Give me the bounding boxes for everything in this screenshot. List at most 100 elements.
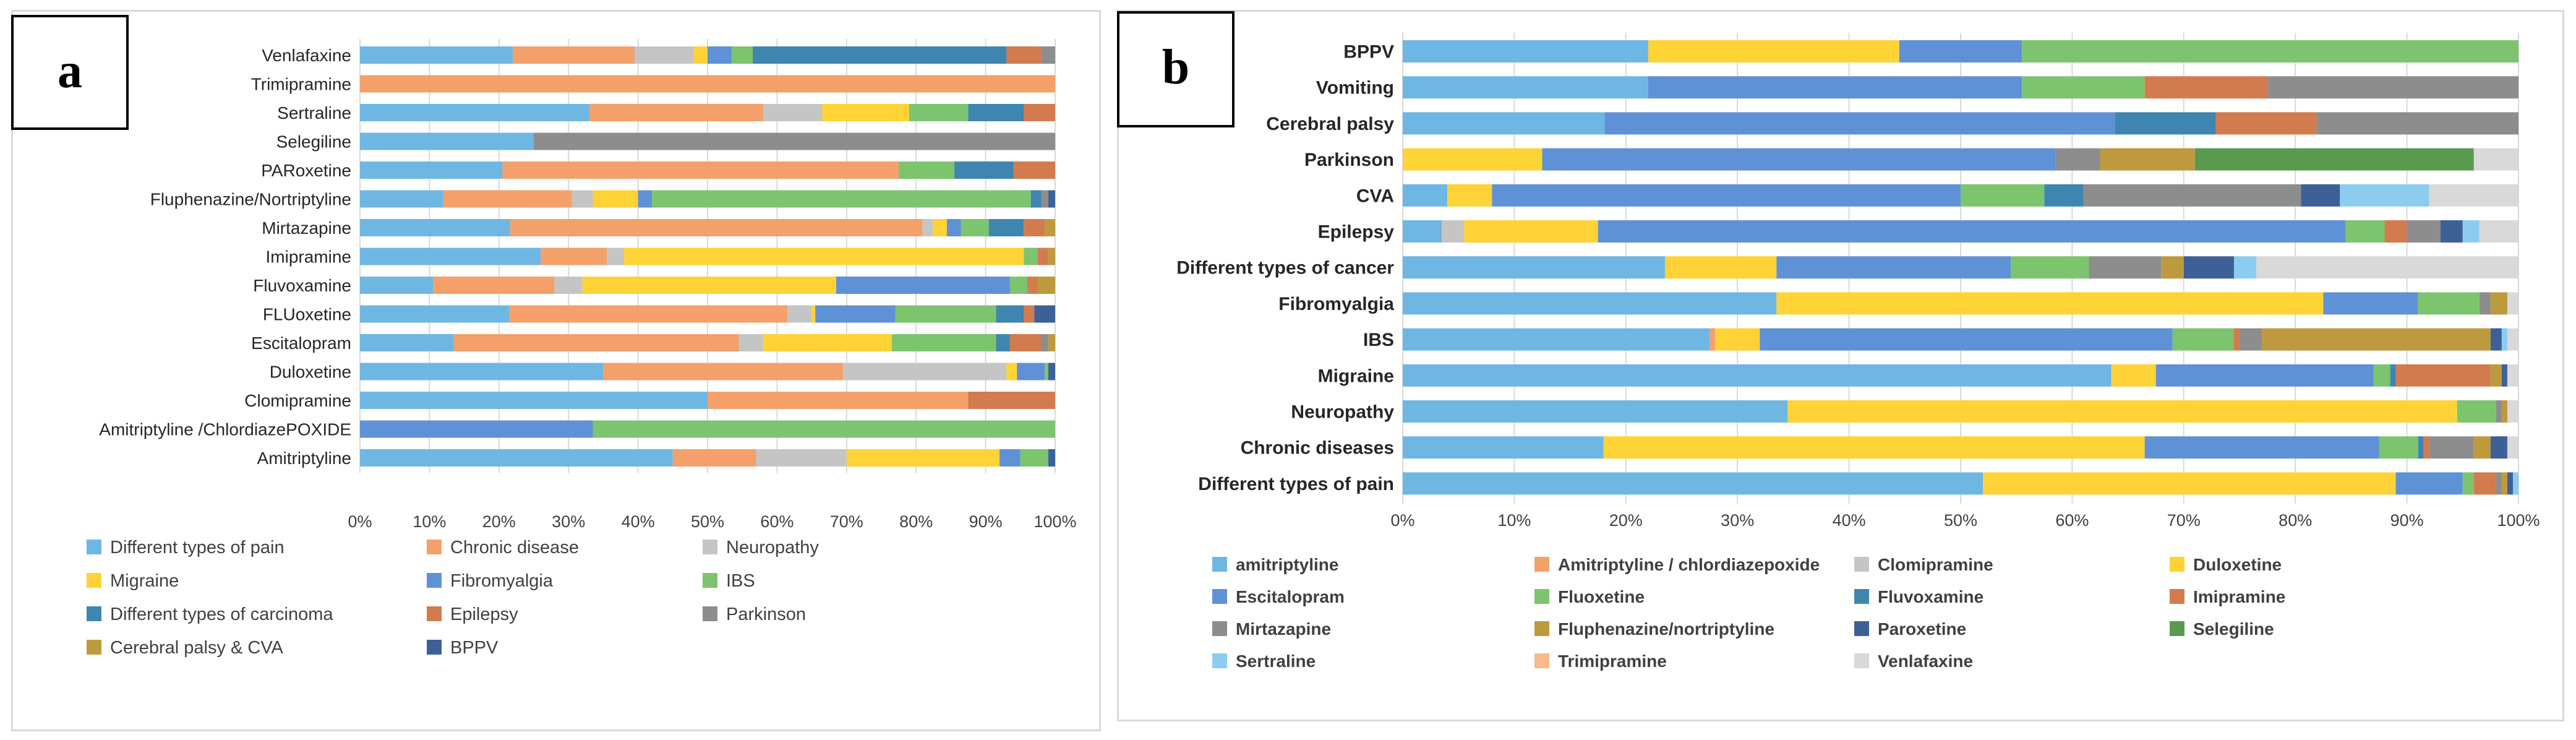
bar-segment-a (554, 277, 583, 294)
bar-segment-b (1787, 400, 2457, 423)
bar-segment-a (787, 305, 812, 323)
category-label-a: Venlafaxine (262, 46, 351, 65)
panel-b-label: b (1162, 40, 1190, 95)
bar-segment-b (2011, 256, 2089, 279)
legend-label-b: Duloxetine (2193, 555, 2282, 574)
legend-label-a: Fibromyalgia (450, 571, 554, 591)
bar-segment-b (1715, 328, 1760, 351)
x-tick-label-a: 70% (830, 512, 863, 531)
bar-segment-a (1045, 363, 1048, 381)
x-tick-label-a: 10% (413, 512, 446, 531)
legend-swatch-a (87, 640, 101, 655)
category-label-a: Escitalopram (251, 333, 351, 353)
bar-segment-a (1024, 104, 1055, 121)
bar-segment-a (753, 46, 1007, 64)
bar-segment-b (1403, 436, 1604, 459)
category-label-b: Neuropathy (1291, 402, 1394, 423)
legend-swatch-b (2170, 557, 2184, 572)
bar-segment-a (1006, 363, 1017, 381)
bar-segment-a (895, 305, 996, 323)
x-tick-label-a: 50% (691, 512, 724, 531)
legend-swatch-a (427, 573, 442, 588)
legend-label-a: BPPV (450, 638, 499, 658)
bar-segment-b (1403, 472, 1983, 495)
legend-label-b: Sertraline (1236, 652, 1316, 671)
bar-segment-a (968, 104, 1024, 121)
bar-segment-a (1048, 449, 1055, 467)
bar-segment-b (2479, 292, 2491, 315)
category-label-b: Different types of cancer (1176, 258, 1394, 278)
bar-segment-a (513, 46, 635, 64)
bar-segment-b (2496, 400, 2502, 423)
bar-segment-a (1041, 46, 1055, 64)
legend-swatch-a (703, 540, 717, 554)
bar-segment-a (1024, 305, 1035, 323)
bar-segment-b (2301, 184, 2340, 207)
bar-segment-a (593, 190, 638, 208)
bar-segment-b (2490, 328, 2502, 351)
bar-segment-b (1464, 220, 1598, 243)
bar-segment-a (589, 104, 763, 121)
bar-segment-b (1648, 76, 2022, 99)
bar-segment-a (899, 161, 955, 179)
bar-segment-b (2022, 76, 2145, 99)
bar-segment-a (603, 363, 844, 381)
bar-segment-b (1403, 256, 1665, 279)
category-label-b: Different types of pain (1198, 474, 1394, 494)
category-label-a: Selegiline (276, 132, 351, 151)
legend-label-a: Migraine (110, 571, 179, 591)
bar-segment-b (2345, 220, 2385, 243)
bar-segment-b (2507, 400, 2518, 423)
legend-swatch-b (1212, 621, 1227, 636)
bar-segment-b (2501, 364, 2507, 387)
bar-segment-b (2183, 256, 2234, 279)
legend-label-b: Imipramine (2193, 587, 2285, 606)
x-tick-label-a: 20% (482, 512, 516, 531)
bar-segment-b (2379, 436, 2418, 459)
legend-swatch-b (2170, 589, 2184, 604)
bar-segment-a (534, 132, 1055, 150)
category-label-a: Mirtazapine (262, 218, 351, 238)
bar-segment-b (1403, 40, 1648, 62)
bar-segment-b (2172, 328, 2234, 351)
bar-segment-a (510, 219, 923, 236)
bar-segment-a (360, 190, 443, 208)
category-label-b: Parkinson (1304, 150, 1394, 170)
bar-segment-b (2507, 328, 2518, 351)
category-label-b: Chronic diseases (1241, 438, 1394, 458)
category-label-b: BPPV (1343, 42, 1394, 62)
bar-segment-a (1024, 247, 1038, 265)
bar-segment-b (2022, 40, 2518, 62)
x-tick-label-b: 80% (2279, 511, 2312, 530)
bar-segment-a (1037, 277, 1055, 294)
category-label-a: Clomipramine (244, 391, 351, 410)
bar-segment-b (2429, 184, 2518, 207)
category-label-b: IBS (1363, 330, 1394, 350)
bar-segment-b (1899, 40, 2022, 62)
bar-segment-b (1403, 184, 1448, 207)
bar-segment-b (2256, 256, 2518, 279)
bar-segment-b (2089, 256, 2162, 279)
bar-segment-a (360, 449, 673, 467)
bar-segment-a (582, 277, 836, 294)
bar-segment-b (2462, 220, 2480, 243)
bar-segment-a (360, 305, 510, 323)
legend-swatch-a (87, 540, 101, 554)
bar-segment-b (2233, 328, 2240, 351)
bar-segment-a (763, 334, 892, 351)
legend-label-a: Different types of carcinoma (110, 604, 333, 624)
legend-label-a: Chronic disease (450, 538, 579, 557)
legend-swatch-b (1854, 653, 1869, 668)
bar-segment-a (1041, 334, 1048, 351)
category-label-a: Fluvoxamine (253, 276, 351, 295)
legend-swatch-a (427, 540, 442, 554)
x-tick-label-a: 100% (1033, 512, 1076, 531)
x-tick-label-b: 70% (2167, 511, 2201, 530)
bar-segment-b (2501, 328, 2507, 351)
category-label-a: Trimipramine (251, 74, 351, 93)
category-label-a: Duloxetine (270, 362, 351, 381)
bar-segment-b (1447, 184, 1492, 207)
legend-label-b: Fluvoxamine (1878, 587, 1983, 606)
bar-segment-b (2507, 292, 2518, 315)
